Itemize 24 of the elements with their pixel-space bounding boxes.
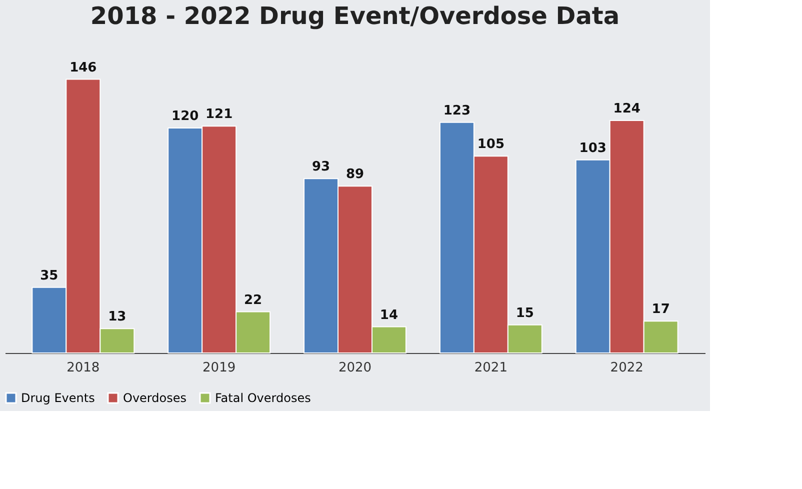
data-label: 14 [380,308,398,323]
data-label: 124 [613,102,640,116]
legend-label: Fatal Overdoses [215,391,311,405]
data-label: 22 [244,292,262,308]
data-label: 35 [40,268,58,284]
legend-label: Overdoses [123,391,186,405]
x-tick-label: 2020 [338,360,372,376]
chart-title: 2018 - 2022 Drug Event/Overdose Data [90,2,620,30]
data-label: 105 [477,137,504,152]
data-label: 15 [516,306,534,321]
x-tick-label: 2018 [66,360,100,376]
x-tick-label: 2019 [202,360,236,376]
data-label: 13 [108,310,126,325]
data-label: 121 [206,107,233,122]
data-label: 103 [579,140,606,156]
x-tick-label: 2021 [474,360,508,376]
legend-label: Drug Events [21,391,95,405]
data-label: 89 [346,167,364,182]
data-label: 17 [652,302,670,318]
data-label: 93 [312,160,330,175]
data-label: 120 [172,109,199,124]
x-tick-label: 2022 [610,360,644,376]
data-label: 123 [443,103,471,118]
data-label: 146 [70,60,97,76]
